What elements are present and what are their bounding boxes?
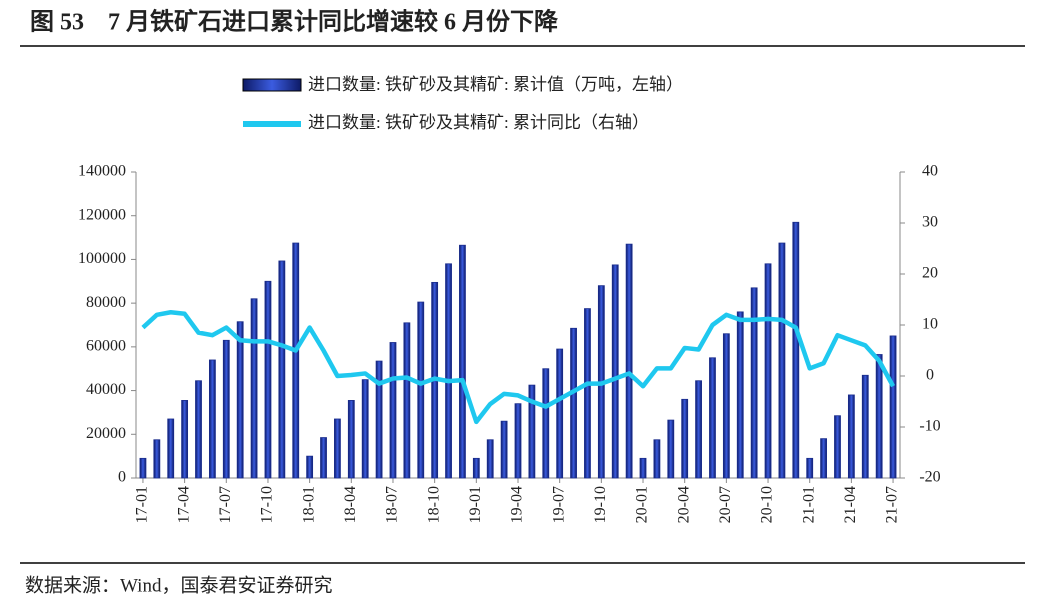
bar xyxy=(361,379,369,479)
bar xyxy=(347,400,355,479)
bar xyxy=(542,368,550,479)
bar xyxy=(639,457,647,479)
bar xyxy=(278,260,286,479)
bar xyxy=(403,322,411,479)
x-tick-label: 18-01 xyxy=(300,486,317,523)
bar xyxy=(653,439,661,479)
x-tick-label: 20-04 xyxy=(675,486,692,523)
x-tick-label: 17-10 xyxy=(259,486,276,523)
bar xyxy=(695,380,702,479)
x-tick-label: 19-07 xyxy=(550,486,567,523)
y2-tick-label: 10 xyxy=(922,316,938,333)
x-tick-label: 21-04 xyxy=(842,486,859,523)
bar xyxy=(236,321,244,479)
bar xyxy=(153,439,161,479)
bar xyxy=(556,348,564,479)
bar xyxy=(222,339,230,479)
bar xyxy=(417,301,425,479)
bar xyxy=(486,439,494,479)
bar xyxy=(584,308,591,479)
bar xyxy=(722,333,730,479)
x-tick-label: 21-07 xyxy=(884,486,901,523)
legend-label: 进口数量: 铁矿砂及其精矿: 累计值（万吨，左轴） xyxy=(308,75,683,94)
y-tick-label: 100000 xyxy=(78,250,126,267)
x-tick-label: 18-10 xyxy=(425,486,442,523)
y-tick-label: 20000 xyxy=(86,425,126,442)
bar xyxy=(709,357,716,479)
y2-tick-label: 30 xyxy=(922,214,938,231)
x-tick-label: 19-04 xyxy=(509,486,526,523)
bar xyxy=(667,419,675,479)
bar xyxy=(292,242,300,479)
bar xyxy=(181,400,189,479)
bar xyxy=(625,243,633,479)
bar xyxy=(500,420,508,479)
x-tick-label: 18-07 xyxy=(384,486,401,523)
legend-swatch xyxy=(242,78,302,92)
bar xyxy=(820,438,827,479)
bar xyxy=(528,384,536,479)
y-tick-label: 140000 xyxy=(78,163,126,180)
bar xyxy=(195,380,202,479)
bar xyxy=(472,457,480,479)
x-tick-label: 17-07 xyxy=(217,486,234,523)
bar xyxy=(764,263,772,479)
bar xyxy=(570,327,577,479)
bar xyxy=(834,415,841,479)
x-tick-label: 19-01 xyxy=(467,486,484,523)
bar xyxy=(320,437,327,479)
y2-tick-label: -20 xyxy=(919,469,940,486)
bar xyxy=(806,457,814,479)
y-tick-label: 60000 xyxy=(86,338,126,355)
y-tick-label: 120000 xyxy=(78,206,126,223)
bar xyxy=(681,398,689,479)
x-tick-label: 20-07 xyxy=(717,486,734,523)
bar xyxy=(250,298,258,479)
x-tick-label: 18-04 xyxy=(342,486,359,523)
chart-title: 图 53 7 月铁矿石进口累计同比增速较 6 月份下降 xyxy=(30,8,559,36)
bar xyxy=(375,360,383,479)
bar xyxy=(750,287,758,479)
x-tick-label: 17-01 xyxy=(134,486,151,523)
y2-tick-label: 0 xyxy=(926,367,934,384)
bar xyxy=(459,244,466,479)
legend-label: 进口数量: 铁矿砂及其精矿: 累计同比（右轴） xyxy=(308,113,649,132)
y-tick-label: 40000 xyxy=(86,381,126,398)
line xyxy=(141,310,896,425)
bar xyxy=(514,403,522,479)
bar xyxy=(389,342,397,479)
bar xyxy=(736,311,744,479)
bar xyxy=(208,359,216,479)
bar xyxy=(875,354,883,479)
y-tick-label: 80000 xyxy=(86,294,126,311)
y2-tick-label: 40 xyxy=(922,163,938,180)
bar xyxy=(167,418,175,479)
y2-tick-label: -10 xyxy=(919,418,940,435)
bar xyxy=(861,374,869,479)
y2-tick-label: 20 xyxy=(922,265,938,282)
x-tick-label: 17-04 xyxy=(175,486,192,523)
bar xyxy=(889,335,897,479)
bar xyxy=(445,263,452,479)
bar xyxy=(778,242,786,479)
bar xyxy=(792,221,800,479)
x-tick-label: 21-01 xyxy=(800,486,817,523)
y-tick-label: 0 xyxy=(118,469,126,486)
bar xyxy=(306,455,314,479)
x-tick-label: 20-01 xyxy=(634,486,651,523)
bar xyxy=(611,264,619,479)
x-tick-label: 20-10 xyxy=(759,486,776,523)
x-tick-label: 19-10 xyxy=(592,486,609,523)
bar xyxy=(264,280,272,479)
bar xyxy=(847,394,855,479)
bar xyxy=(334,418,341,479)
bar xyxy=(139,457,147,479)
source: 数据来源：Wind，国泰君安证券研究 xyxy=(25,574,332,596)
